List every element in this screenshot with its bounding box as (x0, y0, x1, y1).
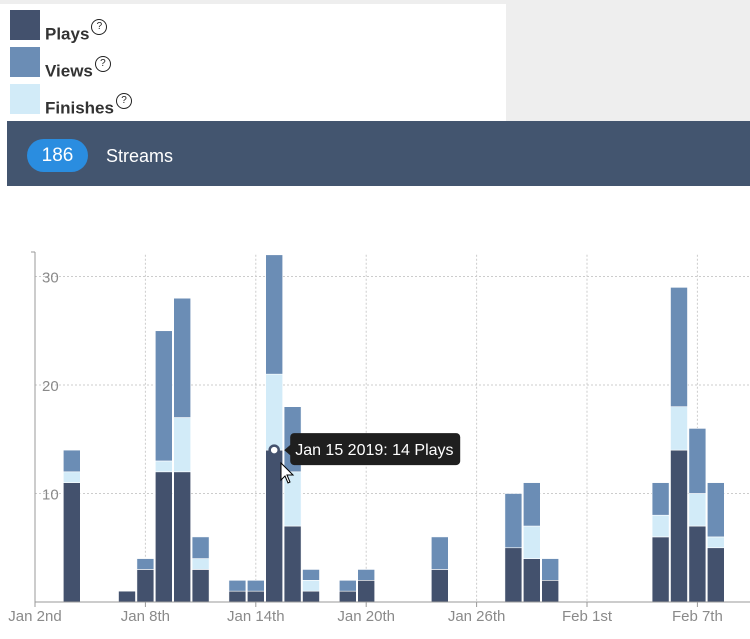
bar-views[interactable] (173, 297, 191, 418)
x-tick-label: Jan 20th (337, 608, 395, 625)
bar-plays[interactable] (155, 471, 173, 603)
bar-views[interactable] (155, 330, 173, 462)
bar-finishes[interactable] (62, 471, 81, 483)
bar-plays[interactable] (688, 525, 707, 603)
y-tick-label: 20 (42, 378, 59, 395)
bar-plays[interactable] (173, 471, 191, 603)
x-tick-label: Feb 7th (672, 608, 723, 625)
bar-finishes[interactable] (265, 373, 284, 451)
legend-swatch-views (10, 47, 40, 77)
streams-label: Streams (106, 146, 174, 166)
bar-plays[interactable] (283, 525, 302, 603)
bar-plays[interactable] (541, 579, 560, 603)
bar-views[interactable] (688, 428, 707, 494)
bar-plays[interactable] (670, 449, 688, 603)
tooltip-marker (268, 444, 280, 456)
bar-views[interactable] (357, 569, 376, 581)
bar-views[interactable] (247, 579, 265, 592)
bar-plays[interactable] (522, 558, 541, 603)
legend-item-plays[interactable]: Plays? (10, 10, 210, 44)
bar-views[interactable] (62, 449, 81, 473)
stream-count-badge: 186 (27, 139, 88, 172)
bar-plays[interactable] (302, 590, 320, 603)
bar-finishes[interactable] (302, 579, 320, 592)
y-tick-label: 10 (42, 487, 59, 504)
bar-views[interactable] (302, 569, 320, 581)
legend-swatch-plays (10, 10, 40, 40)
bar-plays[interactable] (651, 536, 670, 603)
legend-item-finishes[interactable]: Finishes? (10, 84, 210, 118)
bar-views[interactable] (228, 579, 247, 592)
tooltip-box (290, 433, 461, 466)
bar-plays[interactable] (247, 590, 265, 603)
bar-views[interactable] (504, 493, 523, 549)
legend-swatch-finishes (10, 84, 40, 114)
bar-finishes[interactable] (670, 406, 688, 451)
bar-finishes[interactable] (191, 558, 210, 570)
legend-label-finishes: Finishes? (45, 93, 132, 119)
bar-views[interactable] (541, 558, 560, 581)
bar-views[interactable] (522, 482, 541, 527)
cursor-icon (280, 461, 295, 484)
bar-views[interactable] (136, 558, 155, 570)
help-icon[interactable]: ? (91, 19, 108, 35)
bar-finishes[interactable] (651, 514, 670, 538)
bar-plays[interactable] (265, 449, 284, 603)
bar-plays[interactable] (118, 590, 136, 603)
streams-banner: 186 Streams (7, 121, 750, 186)
bar-views[interactable] (651, 482, 670, 516)
bar-views[interactable] (338, 579, 357, 592)
bar-plays[interactable] (504, 547, 523, 603)
tooltip-text: Jan 15 2019: 14 Plays (295, 442, 453, 459)
bar-plays[interactable] (62, 482, 81, 603)
bar-plays[interactable] (430, 569, 449, 603)
x-tick-label: Jan 26th (448, 608, 506, 625)
x-tick-label: Jan 2nd (8, 608, 61, 625)
tooltip-pointer (284, 444, 292, 457)
bar-views[interactable] (706, 482, 725, 538)
bar-finishes[interactable] (155, 460, 173, 473)
bar-finishes[interactable] (173, 417, 191, 473)
bar-finishes[interactable] (706, 536, 725, 549)
help-icon[interactable]: ? (115, 93, 132, 109)
bar-views[interactable] (430, 536, 449, 570)
x-tick-label: Jan 8th (121, 608, 170, 625)
bar-views[interactable] (265, 254, 284, 375)
legend-item-views[interactable]: Views? (10, 47, 210, 81)
x-tick-label: Jan 14th (227, 608, 285, 625)
x-tick-label: Feb 1st (562, 608, 613, 625)
bar-views[interactable] (191, 536, 210, 559)
bar-plays[interactable] (706, 547, 725, 603)
bar-plays[interactable] (191, 569, 210, 603)
legend-label-views: Views? (45, 56, 111, 82)
bar-plays[interactable] (357, 579, 376, 603)
right-panel-background (506, 0, 750, 121)
legend-label-plays: Plays? (45, 19, 108, 45)
bar-views[interactable] (670, 287, 688, 408)
bar-finishes[interactable] (688, 493, 707, 527)
bar-plays[interactable] (228, 590, 247, 603)
top-strip (0, 0, 750, 4)
bar-finishes[interactable] (522, 525, 541, 559)
bar-plays[interactable] (338, 590, 357, 603)
y-tick-label: 30 (42, 270, 59, 287)
bar-plays[interactable] (136, 569, 155, 603)
help-icon[interactable]: ? (94, 56, 111, 72)
